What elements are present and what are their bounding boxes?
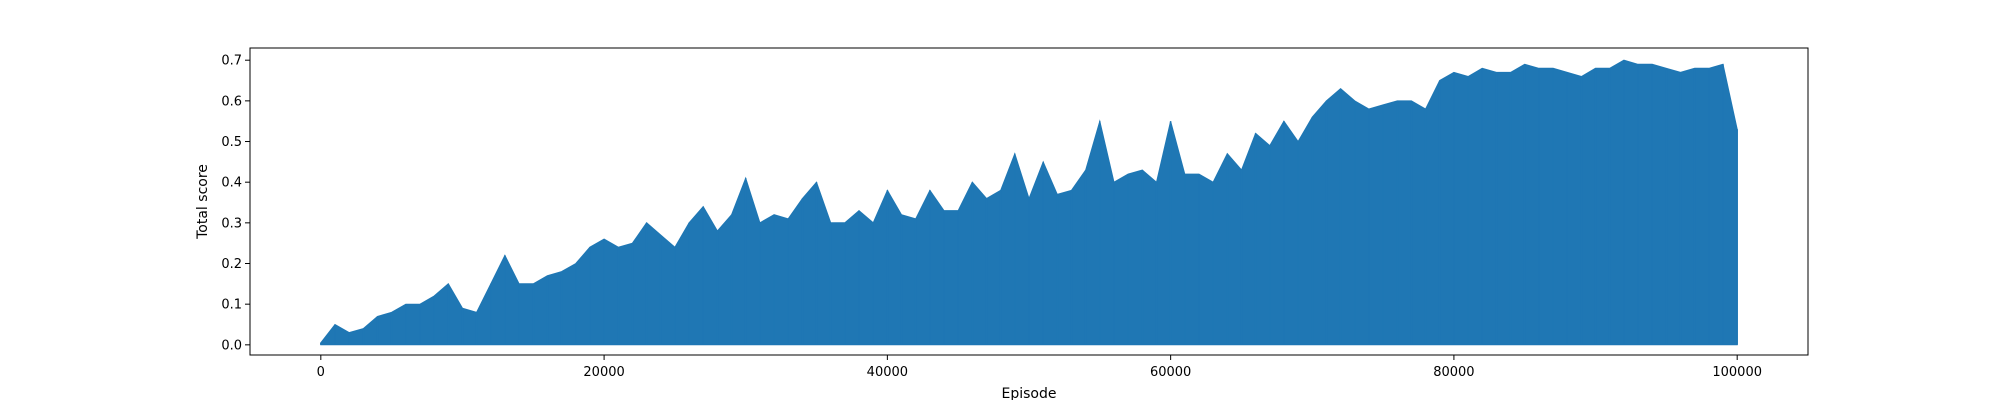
y-axis: 0.0 0.1 0.2 0.3 0.4 0.5 0.6 0.7 — [221, 54, 250, 353]
y-tick-label: 0.7 — [221, 54, 242, 69]
x-tick-label: 20000 — [583, 365, 624, 380]
y-tick-label: 0.4 — [221, 176, 242, 191]
plot-area — [320, 59, 1738, 346]
x-tick-label: 0 — [317, 365, 325, 380]
y-tick-label: 0.2 — [221, 257, 242, 272]
y-tick-label: 0.1 — [221, 298, 242, 313]
plot-frame — [249, 47, 1809, 356]
y-axis-label: Total score — [195, 164, 211, 240]
x-tick-label: 40000 — [867, 365, 908, 380]
x-tick-label: 100000 — [1712, 365, 1762, 380]
x-tick-label: 80000 — [1433, 365, 1474, 380]
x-tick-label: 60000 — [1150, 365, 1191, 380]
y-tick-label: 0.5 — [221, 135, 242, 150]
y-tick-label: 0.3 — [221, 216, 242, 231]
y-tick-label: 0.6 — [221, 94, 242, 109]
x-axis-label: Episode — [1002, 386, 1057, 400]
y-tick-label: 0.0 — [221, 338, 242, 353]
x-axis: 0 20000 40000 60000 80000 100000 — [317, 355, 1762, 380]
